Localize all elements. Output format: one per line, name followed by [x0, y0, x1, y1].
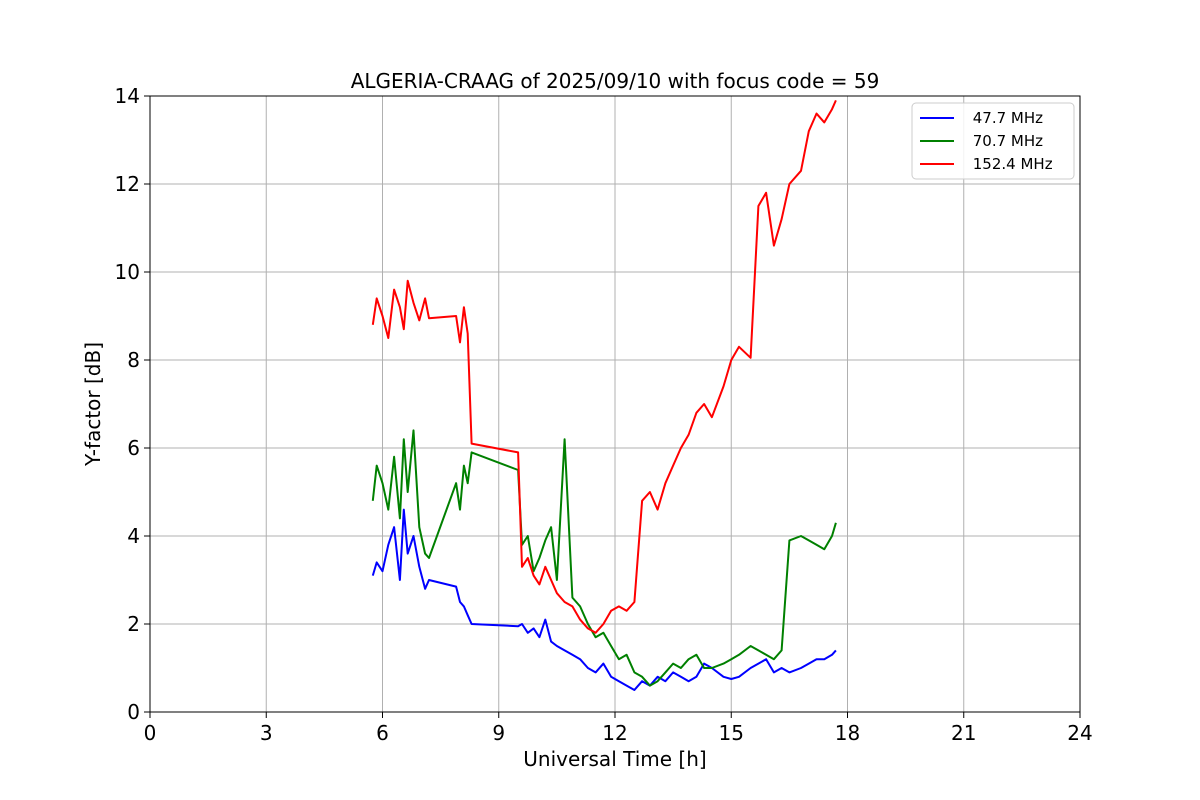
x-tick-label: 21 [951, 721, 976, 745]
legend: 47.7 MHz 70.7 MHz 152.4 MHz [911, 102, 1075, 180]
y-tick-label: 2 [127, 612, 140, 636]
series-line-47-7 [371, 508, 837, 691]
x-tick-label: 3 [260, 721, 273, 745]
y-tick-label: 0 [127, 700, 140, 724]
x-axis-title: Universal Time [h] [523, 747, 706, 771]
x-tick-label: 15 [719, 721, 744, 745]
y-axis-title: Y-factor [dB] [81, 342, 105, 467]
x-tick-label: 6 [376, 721, 389, 745]
y-tick-label: 8 [127, 348, 140, 372]
y-tick-label: 14 [115, 84, 140, 108]
x-tick-label: 24 [1067, 721, 1092, 745]
chart-title: ALGERIA-CRAAG of 2025/09/10 with focus c… [351, 69, 880, 93]
series-line-70-7 [371, 429, 837, 687]
series-layer [371, 99, 837, 691]
legend-box [911, 102, 1075, 180]
x-tick-label: 12 [602, 721, 627, 745]
legend-label-70-7: 70.7 MHz [968, 132, 1043, 150]
series-line-152-4 [371, 99, 837, 634]
x-tick-label: 0 [144, 721, 157, 745]
legend-label-152-4: 152.4 MHz [968, 155, 1053, 173]
legend-label-47-7: 47.7 MHz [968, 109, 1043, 127]
y-tick-label: 4 [127, 524, 140, 548]
x-tick-label: 9 [492, 721, 505, 745]
y-tick-label: 12 [115, 172, 140, 196]
y-tick-label: 6 [127, 436, 140, 460]
x-tick-label: 18 [835, 721, 860, 745]
y-tick-label: 10 [115, 260, 140, 284]
